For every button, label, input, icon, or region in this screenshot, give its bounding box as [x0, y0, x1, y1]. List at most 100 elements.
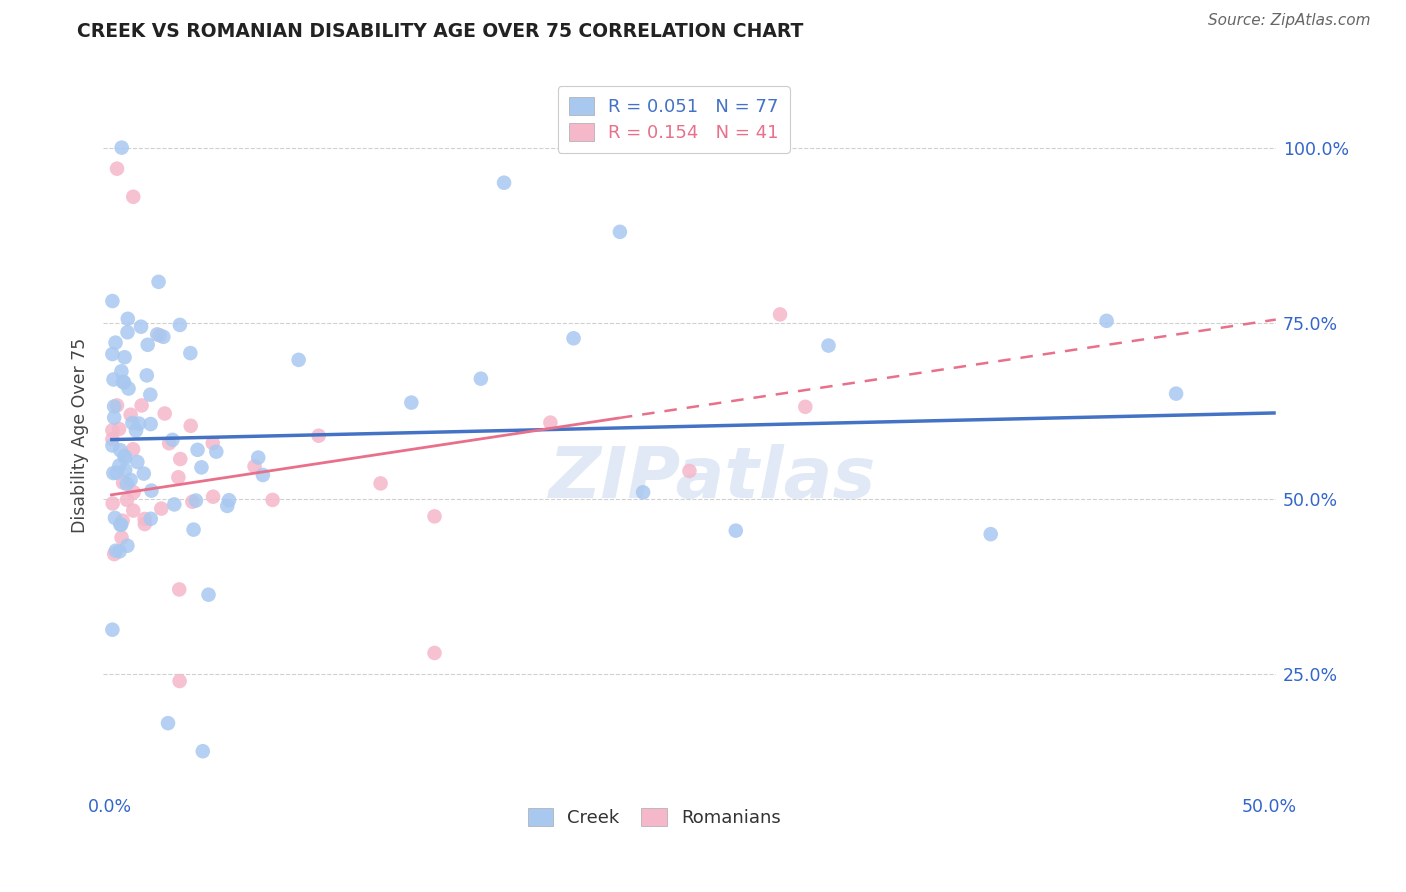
Point: [103, 466, 125, 480]
Point: [114, 450, 136, 465]
Point: [980, 527, 1002, 541]
Text: CREEK VS ROMANIAN DISABILITY AGE OVER 75 CORRELATION CHART: CREEK VS ROMANIAN DISABILITY AGE OVER 75…: [77, 22, 804, 41]
Point: [115, 476, 138, 491]
Point: [167, 470, 190, 484]
Point: [110, 517, 132, 532]
Point: [217, 499, 239, 513]
Point: [180, 418, 202, 433]
Point: [631, 485, 654, 500]
Point: [190, 460, 212, 475]
Point: [146, 327, 169, 342]
Point: [135, 368, 157, 383]
Point: [108, 422, 131, 436]
Point: [141, 483, 163, 498]
Point: [117, 382, 139, 396]
Point: [104, 543, 127, 558]
Point: [110, 364, 132, 378]
Point: [139, 417, 162, 431]
Point: [492, 176, 515, 190]
Point: [105, 399, 128, 413]
Point: [114, 351, 136, 365]
Point: [101, 623, 124, 637]
Point: [169, 452, 191, 467]
Point: [218, 493, 240, 508]
Point: [122, 442, 145, 457]
Point: [157, 716, 180, 731]
Point: [131, 399, 153, 413]
Point: [125, 424, 148, 438]
Point: [167, 582, 190, 597]
Point: [110, 443, 132, 458]
Point: [112, 475, 135, 490]
Point: [122, 190, 145, 204]
Point: [117, 311, 139, 326]
Point: [609, 225, 631, 239]
Point: [191, 744, 214, 758]
Point: [370, 476, 392, 491]
Point: [101, 294, 124, 309]
Point: [139, 387, 162, 401]
Point: [197, 588, 219, 602]
Point: [562, 331, 585, 345]
Point: [183, 523, 205, 537]
Point: [1095, 314, 1118, 328]
Point: [139, 512, 162, 526]
Point: [105, 161, 128, 176]
Point: [105, 466, 128, 480]
Point: [423, 646, 446, 660]
Point: [308, 429, 330, 443]
Legend: Creek, Romanians: Creek, Romanians: [520, 801, 787, 834]
Point: [163, 497, 186, 511]
Point: [108, 458, 131, 473]
Point: [134, 512, 156, 526]
Point: [184, 493, 207, 508]
Point: [121, 416, 143, 430]
Point: [112, 375, 135, 389]
Point: [152, 330, 174, 344]
Point: [129, 319, 152, 334]
Point: [120, 473, 142, 487]
Point: [794, 400, 817, 414]
Point: [128, 417, 150, 431]
Point: [103, 547, 125, 561]
Point: [187, 442, 209, 457]
Point: [202, 490, 225, 504]
Point: [136, 338, 159, 352]
Point: [120, 408, 142, 422]
Point: [104, 511, 127, 525]
Point: [101, 438, 124, 452]
Point: [262, 492, 284, 507]
Point: [127, 455, 149, 469]
Point: [110, 531, 132, 545]
Point: [150, 501, 173, 516]
Text: ZIPatlas: ZIPatlas: [550, 444, 876, 513]
Y-axis label: Disability Age Over 75: Disability Age Over 75: [72, 338, 89, 533]
Point: [169, 674, 191, 689]
Point: [470, 372, 492, 386]
Point: [401, 395, 423, 409]
Point: [724, 524, 747, 538]
Point: [243, 459, 266, 474]
Point: [1164, 386, 1187, 401]
Point: [201, 436, 224, 450]
Point: [169, 318, 191, 332]
Point: [114, 463, 136, 477]
Point: [104, 335, 127, 350]
Point: [111, 141, 134, 155]
Point: [157, 436, 180, 450]
Point: [103, 372, 125, 386]
Point: [205, 444, 228, 458]
Point: [148, 275, 170, 289]
Point: [769, 307, 792, 321]
Point: [108, 544, 131, 558]
Point: [112, 376, 135, 390]
Point: [122, 503, 145, 517]
Point: [117, 539, 139, 553]
Point: [122, 485, 145, 500]
Point: [103, 400, 125, 414]
Point: [115, 492, 138, 507]
Point: [162, 433, 184, 447]
Point: [111, 514, 134, 528]
Point: [423, 509, 446, 524]
Point: [538, 416, 561, 430]
